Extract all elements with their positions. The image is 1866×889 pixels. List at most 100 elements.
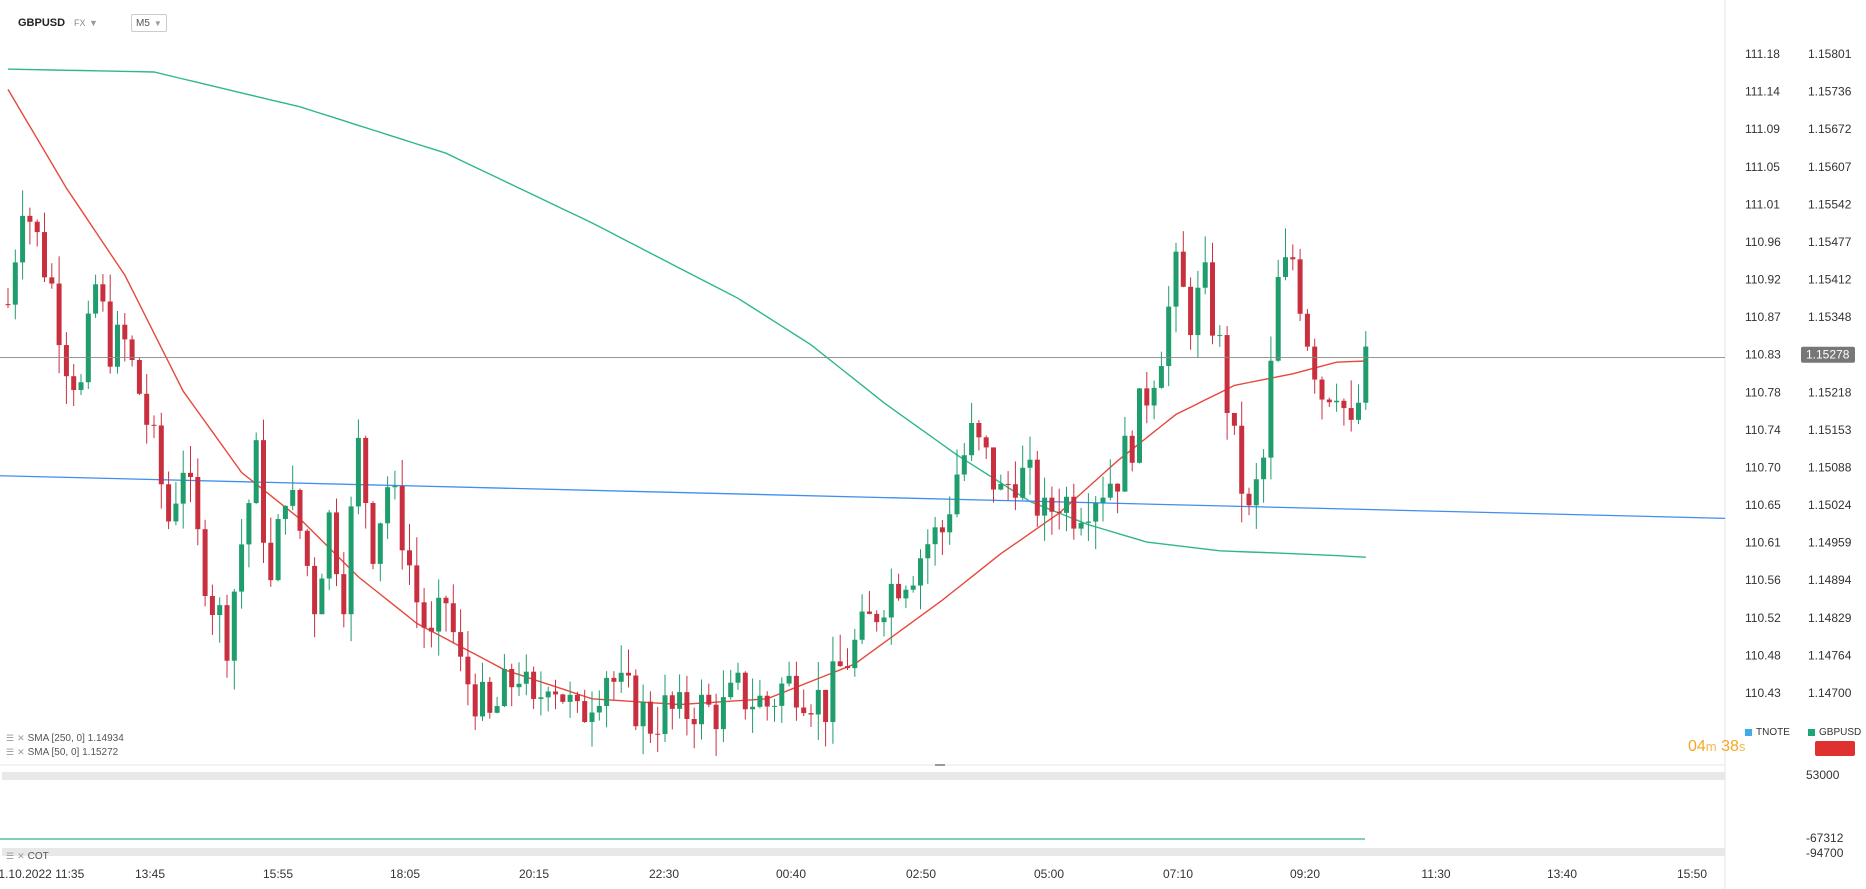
y-tick-gbpusd: 1.15348 [1808,310,1852,324]
candle-body [1348,408,1354,420]
candle-body [1056,511,1062,513]
candle-body [1246,493,1252,506]
legend-item-gbpusd[interactable]: GBPUSD [1808,727,1861,738]
cot-scroll-bottom[interactable] [2,848,1725,856]
indicator-label: SMA [50, 0] 1.15272 [27,747,119,758]
candle-body [801,707,807,714]
y-tick-tnote: 110.43 [1745,686,1781,700]
x-tick-label: 15:55 [263,867,293,881]
chevron-down-icon[interactable]: ▼ [89,18,98,28]
menu-icon[interactable]: ☰ [6,747,15,757]
x-tick-label: 00:40 [776,867,806,881]
candle-body [42,232,47,278]
candle-body [1020,467,1026,498]
candle-body [1107,483,1113,498]
x-tick-label: 11:30 [1421,867,1450,881]
candle-body [611,677,617,682]
candle-body [618,672,624,682]
candle-body [1334,400,1340,403]
sma250-line [7,68,1366,558]
indicator-cot[interactable]: ☰ ✕ COT [6,851,49,862]
candle-body [823,689,829,722]
chart-frame [0,0,1726,889]
indicator-sma250[interactable]: ☰ ✕ SMA [250, 0] 1.14934 [6,733,124,744]
legend-swatch [1745,729,1752,736]
candle-body [560,694,566,702]
candle-body [720,697,726,730]
candle-body [107,301,113,367]
cot-scroll-top[interactable] [2,772,1725,780]
candle-body [1326,399,1332,403]
legend-item-tnote[interactable]: TNOTE [1745,727,1790,738]
menu-icon[interactable]: ☰ [6,851,15,861]
candle-body [538,697,544,699]
sell-button[interactable] [1815,741,1855,756]
candle-body [166,484,172,522]
candle-body [144,393,150,425]
y-tick-tnote: 111.09 [1745,122,1780,136]
candle-body [12,262,18,305]
close-icon[interactable]: ✕ [17,747,25,757]
candle-body [1268,360,1274,458]
candle-body [874,613,880,623]
x-tick-label: 02:50 [906,867,936,881]
candle-body [596,705,602,713]
indicator-sma50[interactable]: ☰ ✕ SMA [50, 0] 1.15272 [6,747,118,758]
candle-body [158,425,164,485]
candle-body [407,550,412,566]
y-tick-gbpusd: 1.15024 [1808,498,1852,512]
candle-body [355,437,361,507]
candle-body [1144,388,1150,406]
chevron-down-icon: ▼ [153,18,162,28]
x-tick-label: 07:10 [1163,867,1193,881]
candle-body [1027,459,1033,468]
candle-body [1093,503,1099,522]
x-tick-label: 22:30 [649,867,679,881]
panel-resize-handle[interactable] [935,764,945,766]
timer-seconds: 38 [1721,738,1739,755]
candle-body [1283,257,1288,277]
candle-body [1180,251,1186,287]
candle-body [954,474,960,515]
cot-axis-label: -94700 [1806,846,1844,860]
candle-body [428,627,434,632]
y-tick-gbpusd: 1.14764 [1808,648,1852,662]
candle-body [1049,497,1055,512]
candle-body [231,591,237,661]
candle-body [991,447,996,490]
timeframe-select[interactable]: M5 ▼ [131,14,167,32]
y-tick-gbpusd: 1.15477 [1808,235,1852,249]
candle-body [78,382,84,391]
candle-body [202,529,208,596]
candle-body [71,376,77,391]
candle-body [1100,497,1106,504]
y-tick-tnote: 110.56 [1745,573,1781,587]
candle-body [1275,276,1281,361]
candle-body [414,565,420,603]
close-icon[interactable]: ✕ [17,733,25,743]
candle-body [209,595,215,616]
menu-icon[interactable]: ☰ [6,733,15,743]
candle-body [545,691,551,698]
indicator-label: COT [27,851,49,862]
legend-label: TNOTE [1756,727,1790,738]
candle-body [392,486,398,488]
symbol-label[interactable]: GBPUSD [18,17,66,29]
candle-body [1319,379,1325,400]
candle-body [370,503,376,564]
candle-body [531,671,537,699]
candle-body [728,682,734,698]
candle-body [1071,496,1077,529]
close-icon[interactable]: ✕ [17,851,25,861]
candle-body [312,565,318,615]
y-tick-gbpusd: 1.14894 [1808,573,1852,587]
candle-body [859,611,865,640]
candle-body [684,692,690,719]
candle-body [377,523,383,564]
y-tick-gbpusd: 1.15736 [1808,85,1852,99]
candle-body [852,639,858,669]
candle-body [633,675,639,727]
candle-body [903,589,909,599]
candle-body [713,704,719,730]
